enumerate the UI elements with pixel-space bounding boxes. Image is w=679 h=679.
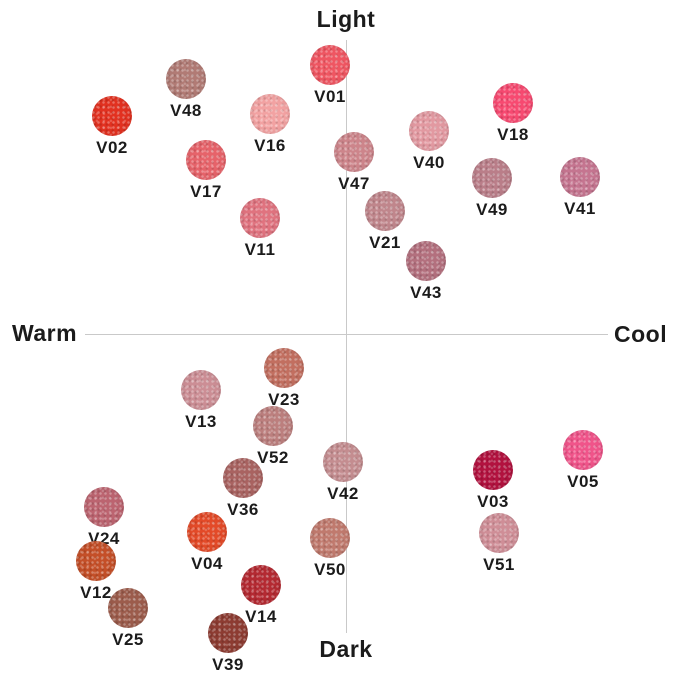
shade-swatch [108, 588, 148, 628]
shade-swatch [310, 518, 350, 558]
shade-swatch [241, 565, 281, 605]
shade-swatch [250, 94, 290, 134]
shade-label: V50 [314, 560, 346, 579]
shade-label: V51 [483, 555, 515, 574]
shade-label: V48 [170, 101, 202, 120]
axis-label-dark: Dark [319, 636, 373, 662]
shade-swatch [187, 512, 227, 552]
shade-label: V25 [112, 630, 144, 649]
vertical-axis-line [346, 40, 347, 633]
shade-label: V40 [413, 153, 445, 172]
shade-swatch [310, 45, 350, 85]
shade-label: V43 [410, 283, 442, 302]
shade-label: V41 [564, 199, 596, 218]
shade-swatch [186, 140, 226, 180]
shade-label: V04 [191, 554, 223, 573]
shade-swatch [92, 96, 132, 136]
shade-label: V18 [497, 125, 529, 144]
shade-label: V11 [244, 240, 276, 259]
shade-swatch [240, 198, 280, 238]
shade-swatch [223, 458, 263, 498]
shade-swatch [76, 541, 116, 581]
shade-swatch [166, 59, 206, 99]
shade-label: V39 [212, 655, 244, 674]
shade-label: V36 [227, 500, 259, 519]
shade-label: V21 [369, 233, 401, 252]
axis-label-light: Light [316, 6, 376, 32]
shade-label: V16 [254, 136, 286, 155]
shade-swatch [323, 442, 363, 482]
horizontal-axis-line [85, 334, 608, 335]
shade-swatch [181, 370, 221, 410]
axis-label-warm: Warm [12, 320, 78, 346]
shade-swatch [84, 487, 124, 527]
shade-label: V47 [338, 174, 370, 193]
shade-swatch [334, 132, 374, 172]
shade-label: V13 [185, 412, 217, 431]
shade-swatch [409, 111, 449, 151]
shade-label: V52 [257, 448, 289, 467]
shade-label: V05 [567, 472, 599, 491]
shade-label: V01 [314, 87, 346, 106]
shade-label: V02 [96, 138, 128, 157]
shade-swatch [253, 406, 293, 446]
shade-swatch [563, 430, 603, 470]
shade-label: V42 [327, 484, 359, 503]
shade-label: V12 [80, 583, 112, 602]
shade-swatch [473, 450, 513, 490]
shade-swatch [479, 513, 519, 553]
shade-label: V14 [245, 607, 277, 626]
shade-label: V03 [477, 492, 509, 511]
axis-label-cool: Cool [614, 321, 668, 347]
shade-label: V49 [476, 200, 508, 219]
shade-label: V17 [190, 182, 222, 201]
shade-swatch [365, 191, 405, 231]
shade-swatch [264, 348, 304, 388]
shade-label: V23 [268, 390, 300, 409]
shade-swatch [208, 613, 248, 653]
shade-swatch [472, 158, 512, 198]
shade-swatch [493, 83, 533, 123]
shade-swatch [560, 157, 600, 197]
shade-swatch [406, 241, 446, 281]
